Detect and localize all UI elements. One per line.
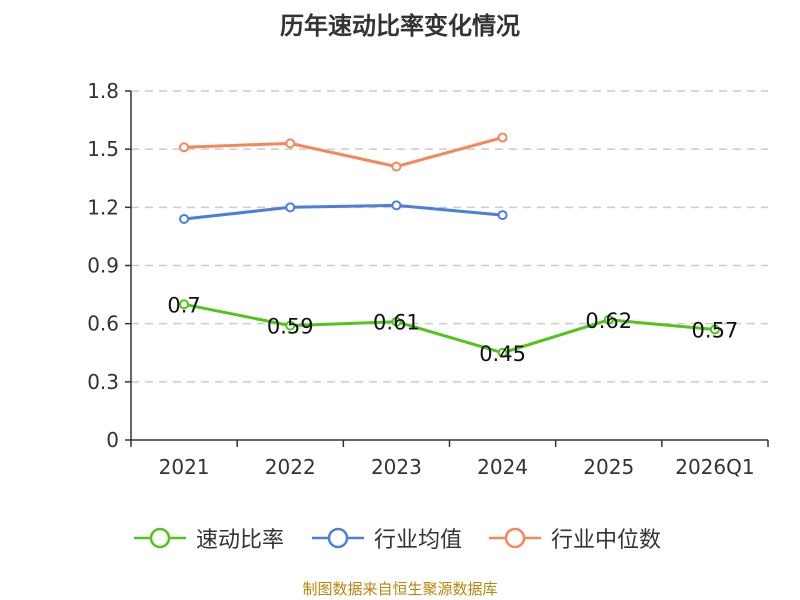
y-tick-label: 0.3	[87, 370, 119, 394]
series-line	[184, 136, 503, 169]
data-point	[391, 161, 402, 172]
legend: 速动比率 行业均值 行业中位数	[0, 518, 800, 558]
data-label: 0.57	[692, 318, 739, 342]
data-label: 0.45	[479, 342, 526, 366]
data-label: 0.7	[167, 293, 200, 317]
y-tick-label: 0.9	[87, 254, 119, 278]
x-tick-label: 2024	[477, 455, 528, 479]
x-tick-label: 2021	[159, 455, 210, 479]
legend-item-quick-ratio[interactable]: 速动比率	[132, 518, 284, 558]
y-tick-label: 1.2	[87, 195, 119, 219]
y-tick-label: 0	[106, 428, 119, 452]
legend-label: 行业中位数	[551, 528, 662, 553]
source-note: 制图数据来自恒生聚源数据库	[302, 580, 498, 598]
series-line	[183, 203, 503, 221]
data-point	[603, 314, 614, 325]
y-tick-label: 1.5	[87, 137, 119, 161]
data-point	[179, 142, 190, 153]
series-line	[183, 302, 716, 355]
legend-item-industry-mean[interactable]: 行业均值	[310, 518, 462, 558]
data-label: 0.59	[267, 315, 314, 339]
y-tick-label: 1.8	[87, 79, 119, 103]
legend-item-industry-median[interactable]: 行业中位数	[487, 518, 661, 558]
data-point	[179, 213, 190, 224]
legend-label: 速动比率	[196, 528, 285, 553]
data-point	[285, 320, 296, 331]
x-tick-label: 2022	[265, 455, 316, 479]
data-point	[391, 316, 402, 327]
data-labels: 0.7 0.59 0.61 0.45 0.62 0.57	[167, 293, 738, 365]
data-point	[285, 138, 296, 149]
x-tick-label: 2025	[583, 455, 634, 479]
chart-title: 历年速动比率变化情况	[280, 12, 520, 40]
axes: 0 0.3 0.6 0.9 1.2 1.5 1.8 2021 2022 2023 2024 2025 2…	[87, 79, 769, 479]
y-tick-label: 0.6	[87, 312, 119, 336]
legend-marker-icon	[312, 527, 364, 549]
legend-marker-icon	[489, 527, 541, 549]
data-point	[497, 347, 508, 358]
data-point	[285, 202, 296, 213]
x-tick-label: 2026Q1	[675, 455, 754, 479]
data-point	[709, 324, 720, 335]
x-tick-label: 2023	[371, 455, 422, 479]
data-point	[497, 210, 508, 221]
data-label: 0.62	[585, 309, 632, 333]
data-point	[391, 200, 402, 211]
data-point	[179, 299, 190, 310]
legend-marker-icon	[134, 527, 186, 549]
legend-label: 行业均值	[374, 528, 463, 553]
series-lines	[179, 132, 720, 358]
data-label: 0.61	[373, 311, 420, 335]
data-point	[497, 132, 508, 143]
